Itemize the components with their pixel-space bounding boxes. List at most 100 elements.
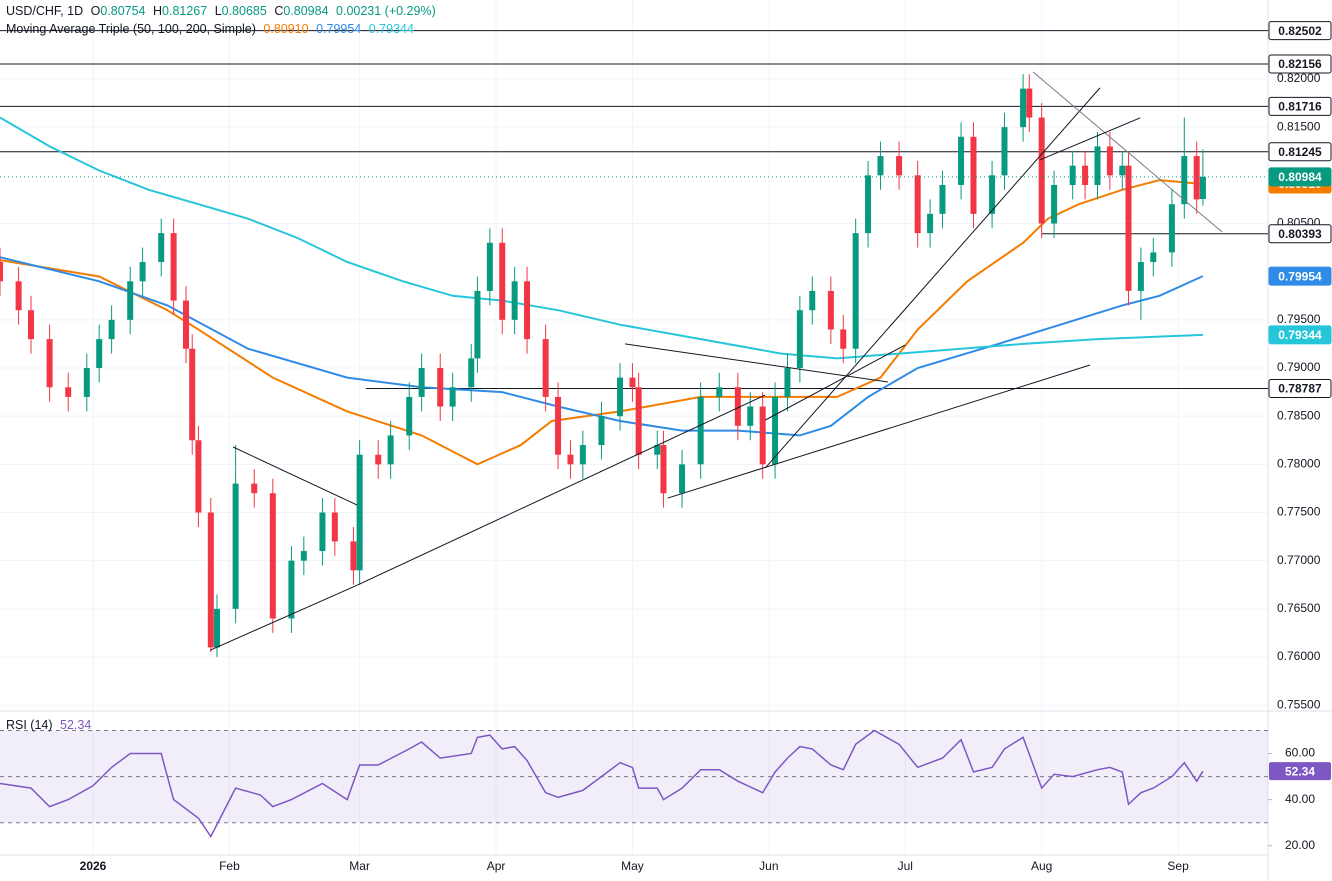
candle-body	[1106, 146, 1113, 176]
price-label: 0.78787	[1278, 382, 1322, 396]
price-label: 0.81245	[1278, 145, 1322, 159]
candle-body	[567, 454, 574, 465]
candle-body	[697, 396, 704, 465]
candle-body	[1150, 252, 1157, 263]
price-label: 0.80984	[1278, 170, 1322, 184]
candle-body	[716, 387, 723, 397]
y-tick-label: 0.78500	[1277, 408, 1321, 422]
candle-body	[288, 560, 295, 619]
candle-body	[96, 339, 103, 369]
rsi-line	[0, 729, 1204, 838]
candle-body	[1082, 165, 1089, 185]
rsi-label: 52.34	[1285, 764, 1315, 778]
price-label-box	[1268, 325, 1332, 345]
moving-average	[0, 116, 1203, 360]
trendline	[232, 446, 358, 506]
candle-body	[269, 493, 276, 619]
candle-body	[189, 348, 196, 441]
candle-body	[127, 281, 134, 320]
candle-body	[474, 290, 481, 359]
candle-body	[865, 175, 872, 234]
candle-body	[1168, 204, 1175, 253]
y-tick-label: 0.77000	[1277, 553, 1321, 567]
candle-body	[635, 387, 642, 455]
trendline	[356, 394, 766, 586]
candle-body	[958, 136, 965, 185]
candle-body	[1026, 88, 1033, 118]
price-label: 0.81716	[1278, 100, 1322, 114]
candle-body	[1094, 146, 1101, 185]
trendline	[1032, 71, 1223, 233]
trendline	[1039, 117, 1141, 161]
candle-body	[759, 406, 766, 465]
price-label-box	[1268, 54, 1332, 74]
price-label-box	[1268, 224, 1332, 244]
candle-body	[877, 156, 884, 176]
y-tick-label: 0.81500	[1277, 119, 1321, 133]
candle-body	[1069, 165, 1076, 185]
candle-body	[579, 445, 586, 465]
candle-body	[524, 281, 531, 340]
trendline	[667, 364, 1091, 499]
candle-body	[660, 445, 667, 494]
candle-body	[108, 319, 115, 340]
candle-body	[28, 310, 35, 340]
candle-body	[486, 242, 493, 291]
candle-body	[989, 175, 996, 214]
price-label-box	[1268, 266, 1332, 286]
candle-body	[449, 387, 456, 407]
y-tick-label: 40.00	[1285, 792, 1315, 806]
candle-body	[1038, 117, 1045, 224]
indicator-header: Moving Average Triple (50, 100, 200, Sim…	[6, 22, 418, 36]
price-label-box	[1268, 379, 1332, 399]
candle-body	[65, 387, 72, 397]
x-tick-label: Apr	[487, 859, 506, 873]
candle-body	[350, 541, 357, 571]
candle-body	[555, 396, 562, 455]
candle-body	[1020, 88, 1027, 128]
rsi-title: RSI (14)	[6, 718, 53, 732]
candle-body	[158, 233, 165, 263]
x-tick-label: 2026	[80, 859, 107, 873]
candle-body	[679, 464, 686, 494]
candle-body	[734, 387, 741, 426]
candle-body	[542, 339, 549, 397]
candle-body	[418, 368, 425, 397]
ma-value: 0.79954	[316, 22, 362, 36]
candle-body	[927, 213, 934, 234]
y-tick-label: 20.00	[1285, 838, 1315, 852]
y-tick-label: 0.79500	[1277, 312, 1321, 326]
rsi-header: RSI (14) 52.34	[6, 718, 95, 732]
y-tick-label: 0.82000	[1277, 71, 1321, 85]
candle-body	[195, 440, 202, 513]
candle-body	[617, 377, 624, 417]
candle-body	[939, 184, 946, 214]
candle-body	[319, 512, 326, 552]
x-tick-label: Mar	[349, 859, 370, 873]
trendline	[624, 343, 888, 383]
candle-body	[1193, 156, 1200, 200]
candle-body	[1199, 176, 1206, 200]
x-tick-label: Feb	[219, 859, 240, 873]
candle-body	[437, 368, 444, 407]
price-label: 0.80393	[1278, 227, 1322, 241]
y-tick-label: 0.76000	[1277, 649, 1321, 663]
candle-body	[375, 454, 382, 465]
candle-body	[406, 396, 413, 436]
candle-body	[46, 339, 53, 388]
candle-body	[598, 416, 605, 446]
price-label-box	[1268, 167, 1332, 187]
price-label: 0.79954	[1278, 269, 1322, 283]
price-label: 0.82156	[1278, 57, 1322, 71]
y-tick-label: 0.76500	[1277, 601, 1321, 615]
candle-body	[654, 445, 661, 455]
candle-body	[511, 281, 518, 320]
rsi-value: 52.34	[60, 718, 92, 732]
candle-body	[840, 329, 847, 349]
price-label: 0.82502	[1278, 24, 1322, 38]
ma-value: 0.80910	[263, 22, 309, 36]
quote-value: 0.80754	[100, 4, 146, 18]
x-tick-label: Aug	[1031, 859, 1052, 873]
quote-key: H	[152, 4, 163, 18]
